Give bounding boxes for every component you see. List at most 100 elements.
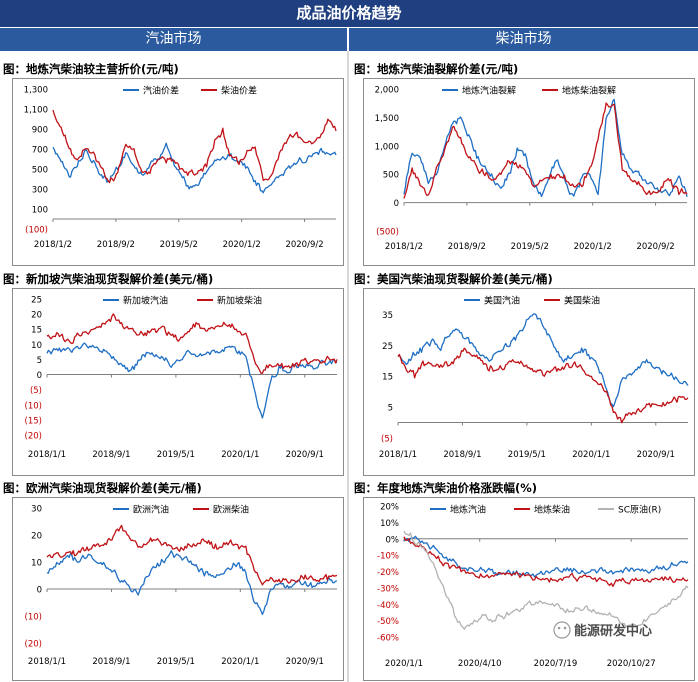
chart-panel-annual-change: 图：年度地炼汽柴油价格涨跌幅(%) 20% 10% 0% -10% -20% -30% -4… <box>351 479 698 682</box>
x-tick-label: 2020/1/1 <box>572 450 610 460</box>
chart-svg: 20% 10% 0% -10% -20% -30% -40% -50% -60% 2020/1/1… <box>377 503 689 669</box>
x-tick-label: 2018/9/1 <box>443 450 481 460</box>
x-tick-label: 2020/9/2 <box>285 240 323 250</box>
y-tick-label: -30% <box>377 584 399 594</box>
y-tick-label: 2,000 <box>375 86 399 96</box>
column-divider <box>347 51 349 682</box>
legend-label: 新加坡汽油 <box>123 295 168 307</box>
chart-panel-local-refinery-discount: 图：地炼汽柴油较主营折价(元/吨) 1,300 1,100 900 700 500 300… <box>0 60 347 266</box>
y-tick-label: (20) <box>25 432 42 442</box>
series-line <box>46 550 338 616</box>
x-tick-label: 2018/1/2 <box>34 240 72 250</box>
x-tick-label: 2019/5/1 <box>157 657 195 667</box>
section-diesel-market: 柴油市场 <box>349 28 698 51</box>
x-tick-label: 2018/9/2 <box>448 242 486 252</box>
y-tick-label: 700 <box>32 146 48 156</box>
legend-label: 欧洲柴油 <box>213 504 249 516</box>
x-tick-label: 2020/1/2 <box>223 240 261 250</box>
x-tick-label: 2018/9/1 <box>92 450 130 460</box>
chart-panel-us-crack: 图：美国汽柴油现货裂解价差(美元/桶) 35 25 15 5 (5) 2018/1/1 20… <box>351 270 698 476</box>
series-line <box>403 536 689 588</box>
chart-svg: 30 20 10 0 (10) (20) 2018/1/1 2018/9/1 2019/5/1 2… <box>25 504 338 667</box>
series-line <box>403 535 689 578</box>
x-tick-label: 2020/9/1 <box>286 657 324 667</box>
y-tick-label: 900 <box>32 126 48 136</box>
y-tick-label: 25 <box>382 342 393 352</box>
series-line <box>46 313 338 374</box>
chart-title: 图：欧洲汽柴油现货裂解价差(美元/桶) <box>3 481 202 495</box>
y-tick-label: 20 <box>31 532 42 542</box>
y-tick-label: (10) <box>25 613 42 623</box>
series-line <box>403 98 688 198</box>
y-tick-label: 30 <box>31 505 42 515</box>
wechat-icon-eye <box>557 626 561 630</box>
chart-title: 图：地炼汽柴油裂解价差(元/吨) <box>354 62 519 76</box>
x-tick-label: 2020/9/1 <box>286 450 324 460</box>
series-line <box>403 102 688 199</box>
y-tick-label: (10) <box>25 401 42 411</box>
x-tick-label: 2019/5/2 <box>160 240 198 250</box>
y-tick-label: (15) <box>25 416 42 426</box>
y-tick-label: 500 <box>383 171 399 181</box>
legend-label: 地炼柴油裂解 <box>562 85 616 97</box>
y-tick-label: 5 <box>37 356 42 366</box>
x-tick-label: 2018/1/2 <box>385 242 423 252</box>
chart-panel-singapore-crack: 图：新加坡汽柴油现货裂解价差(美元/桶) 25 20 15 10 5 0 (5) (10) (1… <box>0 270 347 476</box>
series-line <box>397 347 689 424</box>
y-tick-label: 1,500 <box>375 114 399 124</box>
page-header: 成品油价格趋势 <box>0 0 698 27</box>
x-tick-label: 2019/5/1 <box>508 450 546 460</box>
chart-svg: 25 20 15 10 5 0 (5) (10) (15) (20) 2018/1/1 2018/9/… <box>25 295 338 460</box>
x-tick-label: 2018/1/1 <box>28 657 66 667</box>
chart-title: 图：新加坡汽柴油现货裂解价差(美元/桶) <box>3 272 214 286</box>
y-tick-label: -20% <box>377 568 399 578</box>
x-tick-label: 2020/1/1 <box>385 659 423 669</box>
y-tick-label: 20 <box>31 311 42 321</box>
y-tick-label: -50% <box>377 617 399 627</box>
y-tick-label: (5) <box>381 435 393 445</box>
wechat-icon <box>553 621 571 639</box>
y-tick-label: (100) <box>25 226 48 236</box>
y-tick-label: 300 <box>32 186 48 196</box>
y-tick-label: 0 <box>394 199 399 209</box>
y-tick-label: 1,000 <box>375 142 399 152</box>
chart-panel-europe-crack: 图：欧洲汽柴油现货裂解价差(美元/桶) 30 20 10 0 (10) (20) 2018/… <box>0 479 347 682</box>
y-tick-label: -60% <box>377 634 399 644</box>
y-tick-label: 10 <box>31 341 42 351</box>
x-tick-label: 2018/1/1 <box>379 450 417 460</box>
x-tick-label: 2018/9/1 <box>92 657 130 667</box>
legend-label: 欧洲汽油 <box>133 504 169 516</box>
legend-label: 地炼汽油 <box>450 504 486 516</box>
y-tick-label: 25 <box>31 296 42 306</box>
series-line <box>403 530 689 630</box>
chart-svg: 35 25 15 5 (5) 2018/1/1 2018/9/1 2019/5/1 2020/1… <box>379 295 689 460</box>
x-tick-label: 2018/9/2 <box>97 240 135 250</box>
y-tick-label: 10% <box>380 519 399 529</box>
y-tick-label: -40% <box>377 601 399 611</box>
y-tick-label: (5) <box>30 386 42 396</box>
chart-svg: 1,300 1,100 900 700 500 300 100 (100) 2018/1/2 20… <box>24 85 337 250</box>
x-tick-label: 2020/7/19 <box>534 659 578 669</box>
x-tick-label: 2020/9/2 <box>636 242 674 252</box>
series-line <box>397 313 689 408</box>
x-tick-label: 2020/1/1 <box>221 450 259 460</box>
x-tick-label: 2020/9/1 <box>637 450 675 460</box>
section-gasoline-market: 汽油市场 <box>0 28 347 51</box>
legend-label: 美国汽油 <box>484 295 520 307</box>
y-tick-label: -10% <box>377 552 399 562</box>
x-tick-label: 2019/5/1 <box>157 450 195 460</box>
chart-title: 图：美国汽柴油现货裂解价差(美元/桶) <box>354 272 553 286</box>
y-tick-label: 0 <box>37 586 42 596</box>
x-tick-label: 2020/1/2 <box>574 242 612 252</box>
page-title: 成品油价格趋势 <box>296 4 402 22</box>
x-tick-label: 2020/1/1 <box>221 657 259 667</box>
series-line <box>52 142 337 194</box>
y-tick-label: (20) <box>25 640 42 650</box>
y-tick-label: 15 <box>31 326 42 336</box>
watermark: 能源研发中心 <box>553 621 652 639</box>
y-tick-label: 10 <box>31 559 42 569</box>
x-tick-label: 2020/10/27 <box>607 659 656 669</box>
wechat-icon-eye <box>563 626 567 630</box>
legend-label: 地炼柴油 <box>534 504 570 516</box>
series-line <box>46 342 338 419</box>
